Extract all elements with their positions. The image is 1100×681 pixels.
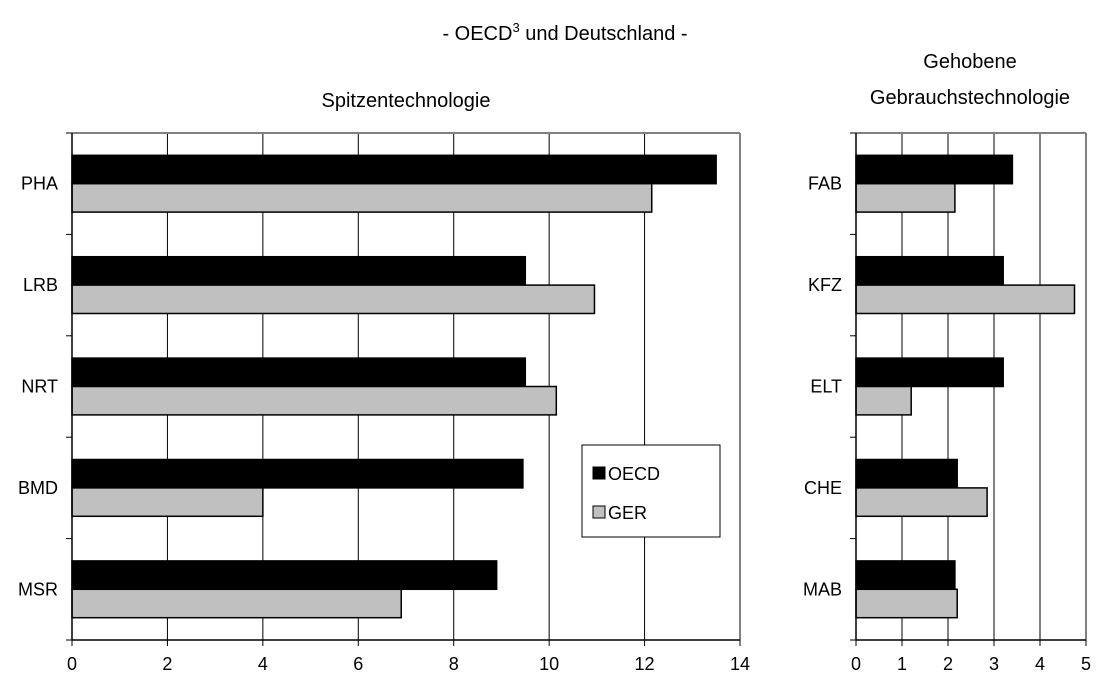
x-tick-label: 4	[1035, 654, 1045, 674]
bar-ger-pha	[71, 182, 653, 213]
bar-ger-kfz	[855, 284, 1076, 315]
x-tick-label: 12	[635, 654, 655, 674]
x-tick-label: 4	[258, 654, 268, 674]
x-tick-label: 10	[539, 654, 559, 674]
category-label: KFZ	[808, 275, 842, 295]
legend-swatch-ger	[592, 505, 606, 519]
figure-title: - OECD3 und Deutschland -	[442, 20, 687, 45]
right-chart-title-line-1: Gehobene	[923, 51, 1016, 73]
bar-ger-msr	[71, 588, 402, 619]
category-label: NRT	[21, 377, 58, 397]
bar-oecd-lrb	[71, 255, 527, 286]
category-label: LRB	[23, 275, 58, 295]
category-label: MAB	[803, 579, 842, 599]
category-label: ELT	[810, 377, 842, 397]
bar-ger-lrb	[71, 284, 596, 315]
x-tick-label: 5	[1081, 654, 1091, 674]
legend-label-ger: GER	[608, 503, 647, 523]
x-tick-label: 0	[851, 654, 861, 674]
bar-ger-che	[855, 487, 988, 518]
x-tick-label: 3	[989, 654, 999, 674]
bar-oecd-pha	[71, 154, 717, 185]
bar-oecd-kfz	[855, 255, 1004, 286]
category-label: FAB	[808, 174, 842, 194]
x-tick-label: 8	[449, 654, 459, 674]
right-chart-title-line-2: Gebrauchstechnologie	[870, 87, 1070, 109]
x-tick-label: 2	[162, 654, 172, 674]
bar-ger-fab	[855, 182, 956, 213]
legend-label-oecd: OECD	[608, 464, 660, 484]
bar-ger-nrt	[71, 385, 558, 416]
category-label: PHA	[21, 174, 58, 194]
category-label: BMD	[18, 478, 58, 498]
bar-oecd-nrt	[71, 357, 527, 388]
x-tick-label: 2	[943, 654, 953, 674]
bar-ger-mab	[855, 588, 958, 619]
left-chart-plot: 0 2 4 6 8 10 12 14 PHA LRB NRT BMD MSR	[18, 132, 750, 674]
bar-oecd-che	[855, 458, 958, 489]
x-tick-label: 6	[353, 654, 363, 674]
right-chart-plot: 0 1 2 3 4 5 FAB KFZ ELT CHE MAB	[803, 132, 1091, 674]
bar-ger-elt	[855, 385, 912, 416]
category-label: CHE	[804, 478, 842, 498]
bar-ger-bmd	[71, 487, 264, 518]
x-tick-label: 0	[67, 654, 77, 674]
bar-oecd-fab	[855, 154, 1014, 185]
x-tick-label: 1	[897, 654, 907, 674]
legend-box	[581, 444, 721, 538]
category-label: MSR	[18, 579, 58, 599]
bar-oecd-msr	[71, 560, 498, 591]
legend: OECD GER	[581, 444, 721, 538]
bar-oecd-bmd	[71, 458, 524, 489]
left-chart-title: Spitzentechnologie	[321, 90, 490, 112]
bar-oecd-mab	[855, 560, 956, 591]
x-tick-label: 14	[730, 654, 750, 674]
bar-oecd-elt	[855, 357, 1004, 388]
legend-swatch-oecd	[592, 466, 606, 480]
